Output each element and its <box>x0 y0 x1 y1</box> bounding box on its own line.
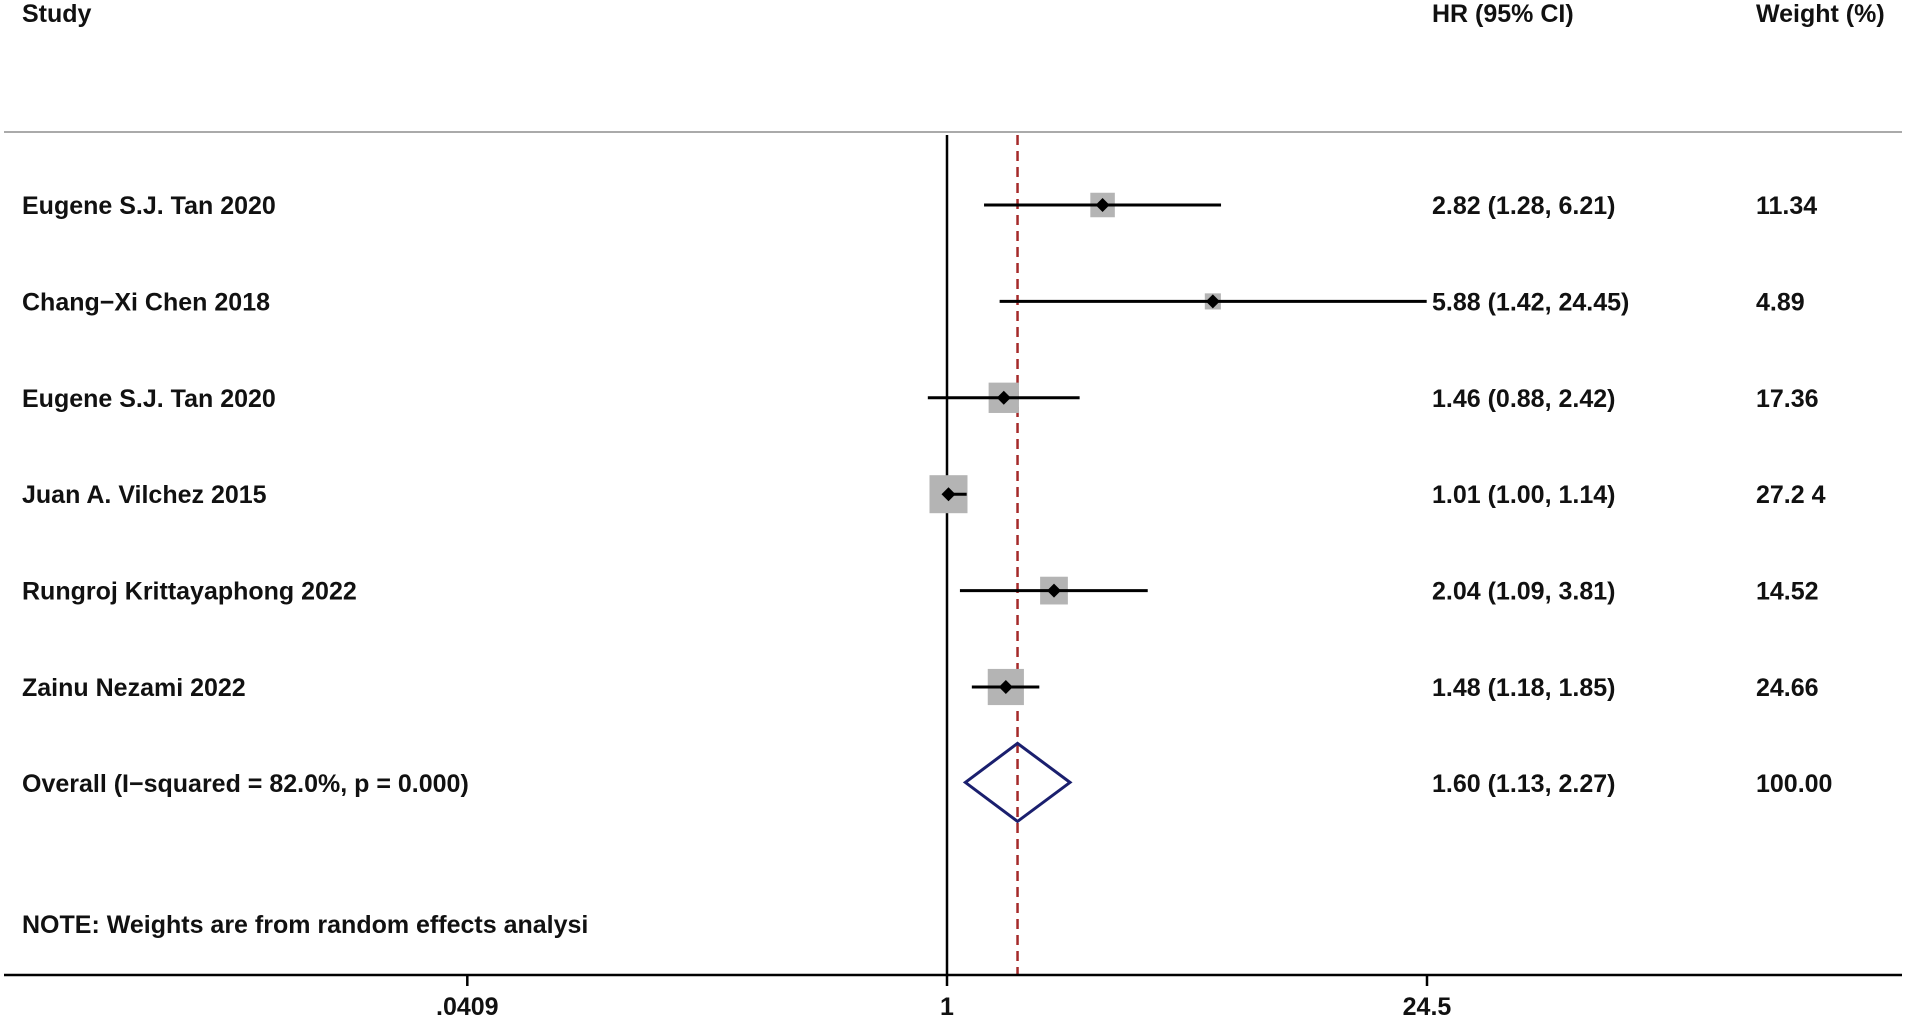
study-weight-text: 14.52 <box>1756 578 1819 606</box>
study-row: Rungroj Krittayaphong 2022 2.04 (1.09, 3.… <box>22 576 1819 606</box>
header-weight: Weight (%) <box>1756 0 1885 28</box>
study-row: Zainu Nezami 2022 1.48 (1.18, 1.85) 24.66 <box>22 668 1819 706</box>
overall-diamond <box>962 741 1073 824</box>
point-estimate-marker <box>1095 198 1110 212</box>
study-row: Chang−Xi Chen 2018 5.88 (1.42, 24.45) 4.89 <box>22 288 1805 316</box>
header-study: Study <box>22 0 92 28</box>
study-weight-text: 11.34 <box>1756 192 1817 220</box>
overall-hr-text: 1.60 (1.13, 2.27) <box>1432 770 1615 798</box>
study-label: Rungroj Krittayaphong 2022 <box>22 578 357 606</box>
point-estimate-marker <box>1046 583 1061 598</box>
study-row: Juan A. Vilchez 2015 1.01 (1.00, 1.14) 27.… <box>22 475 1826 514</box>
point-estimate-marker <box>941 487 956 502</box>
note-text: NOTE: Weights are from random effects an… <box>22 911 588 939</box>
study-label: Juan A. Vilchez 2015 <box>22 481 267 509</box>
point-estimate-marker <box>1205 294 1220 309</box>
study-row: Eugene S.J. Tan 2020 2.82 (1.28, 6.21) 11.… <box>22 192 1817 220</box>
study-hr-text: 1.46 (0.88, 2.42) <box>1432 385 1615 413</box>
header-hr: HR (95% CI) <box>1432 0 1574 28</box>
study-label: Eugene S.J. Tan 2020 <box>22 385 276 413</box>
study-weight-text: 17.36 <box>1756 385 1819 413</box>
study-row: Eugene S.J. Tan 2020 1.46 (0.88, 2.42) 17.… <box>22 382 1819 413</box>
x-axis-ticks: .0409 1 24.5 <box>436 975 1451 1018</box>
point-estimate-marker <box>996 390 1011 405</box>
study-rows: Eugene S.J. Tan 2020 2.82 (1.28, 6.21) 11.… <box>22 192 1826 706</box>
study-weight-text: 27.2 4 <box>1756 481 1826 509</box>
x-tick-label: 24.5 <box>1403 993 1452 1018</box>
study-weight-text: 24.66 <box>1756 674 1819 702</box>
study-hr-text: 1.48 (1.18, 1.85) <box>1432 674 1615 702</box>
point-estimate-marker <box>998 680 1013 694</box>
x-tick-label: .0409 <box>436 993 499 1018</box>
x-tick-label: 1 <box>940 993 954 1018</box>
overall-label: Overall (I−squared = 82.0%, p = 0.000) <box>22 770 469 798</box>
study-label: Zainu Nezami 2022 <box>22 674 246 702</box>
study-weight-text: 4.89 <box>1756 288 1805 316</box>
study-label: Eugene S.J. Tan 2020 <box>22 192 276 220</box>
study-hr-text: 2.04 (1.09, 3.81) <box>1432 578 1615 606</box>
overall-row: Overall (I−squared = 82.0%, p = 0.000) 1… <box>22 741 1832 824</box>
study-label: Chang−Xi Chen 2018 <box>22 288 270 316</box>
study-hr-text: 2.82 (1.28, 6.21) <box>1432 192 1615 220</box>
study-hr-text: 5.88 (1.42, 24.45) <box>1432 288 1629 316</box>
overall-weight-text: 100.00 <box>1756 770 1832 798</box>
study-hr-text: 1.01 (1.00, 1.14) <box>1432 481 1615 509</box>
